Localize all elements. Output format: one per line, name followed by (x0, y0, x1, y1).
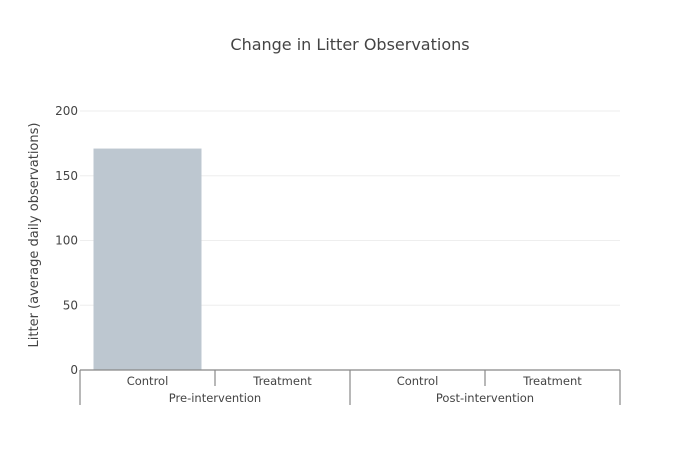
bar (93, 148, 202, 370)
x-axis: Control Treatment Control Treatment Pre-inte… (79, 369, 621, 405)
y-axis-ticks: 0 50 100 150 200 (55, 104, 78, 377)
category-label: Treatment (252, 374, 312, 388)
bars (93, 148, 202, 370)
chart-title: Change in Litter Observations (230, 35, 469, 54)
group-label: Post-intervention (436, 391, 534, 405)
y-tick-label: 200 (55, 104, 78, 118)
y-tick-label: 0 (70, 363, 78, 377)
group-label: Pre-intervention (169, 391, 261, 405)
y-tick-label: 150 (55, 169, 78, 183)
y-tick-label: 50 (63, 298, 78, 312)
category-label: Control (397, 374, 439, 388)
category-label: Treatment (522, 374, 582, 388)
y-axis-label: Litter (average daily observations) (27, 123, 42, 348)
y-tick-label: 100 (55, 234, 78, 248)
category-label: Control (127, 374, 169, 388)
